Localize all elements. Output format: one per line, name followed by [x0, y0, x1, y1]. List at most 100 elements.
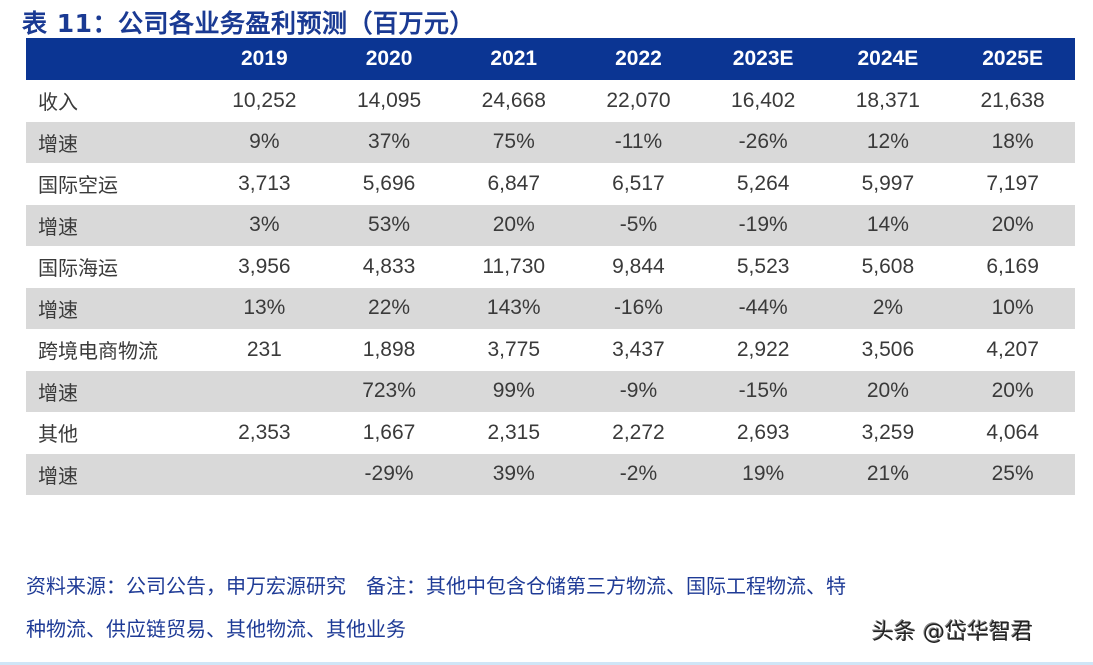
table-cell: 1,898	[362, 337, 416, 361]
table-cell: 4,064	[986, 420, 1039, 444]
table-cell: 5,997	[861, 171, 915, 195]
table-cell: -44%	[700, 287, 826, 329]
row-label: 收入	[38, 90, 78, 115]
header-year: 2023E	[700, 38, 826, 80]
table-cell: 25%	[950, 453, 1075, 495]
table-row: 其他 2,353 1,667 2,315 2,272 2,693 3,259 4,064	[26, 412, 1075, 454]
table-cell: -19%	[700, 204, 826, 246]
table-cell: 21,638	[980, 88, 1045, 112]
table-cell: 231	[246, 337, 282, 361]
table-cell: -5%	[576, 204, 701, 246]
table-cell: 2,353	[238, 420, 291, 444]
header-year: 2021	[451, 38, 577, 80]
table-cell: 99%	[451, 370, 577, 412]
table-title: 表 11：公司各业务盈利预测（百万元）	[22, 9, 475, 38]
table-cell: 3,956	[238, 254, 291, 278]
table-cell: 5,523	[736, 254, 790, 278]
table-row: 增速 9% 37% 75% -11% -26% 12% 18%	[26, 121, 1075, 163]
table-row: 增速 723% 99% -9% -15% 20% 20%	[26, 370, 1075, 412]
table-cell: 22%	[326, 287, 452, 329]
table-cell: 39%	[451, 453, 577, 495]
header-row: 2019 2020 2021 2022 2023E 2024E 2025E	[26, 38, 1075, 80]
row-label: 增速	[26, 453, 202, 495]
table-row: 增速 -29% 39% -2% 19% 21% 25%	[26, 453, 1075, 495]
table-cell: 4,833	[362, 254, 416, 278]
row-label: 国际空运	[38, 173, 118, 198]
table-cell: -15%	[700, 370, 826, 412]
row-label: 国际海运	[38, 256, 118, 281]
table-cell: 2,693	[736, 420, 790, 444]
table-row: 收入 10,252 14,095 24,668 22,070 16,402 18,371 21…	[26, 80, 1075, 122]
table-cell: 4,207	[986, 337, 1039, 361]
header-blank	[26, 38, 202, 80]
table-row: 国际空运 3,713 5,696 6,847 6,517 5,264 5,997 7,197	[26, 163, 1075, 205]
row-label: 跨境电商物流	[38, 339, 158, 364]
table-cell: 20%	[451, 204, 577, 246]
table-cell	[202, 370, 327, 412]
header-year: 2025E	[950, 38, 1075, 80]
row-label: 增速	[26, 204, 202, 246]
table-cell: -11%	[576, 121, 701, 163]
bottom-divider	[0, 662, 1093, 665]
profit-forecast-table: 2019 2020 2021 2022 2023E 2024E 2025E 收入 10,252…	[26, 38, 1075, 495]
header-year: 2024E	[825, 38, 951, 80]
table-cell: 10%	[950, 287, 1075, 329]
table-cell: 37%	[326, 121, 452, 163]
table-cell: 723%	[326, 370, 452, 412]
table-cell: 20%	[825, 370, 951, 412]
table-cell: -29%	[326, 453, 452, 495]
table-cell: 3,259	[861, 420, 915, 444]
table-cell: 3%	[202, 204, 327, 246]
table-cell: 18,371	[855, 88, 920, 112]
table-cell: -16%	[576, 287, 701, 329]
table-cell: 2%	[825, 287, 951, 329]
row-label: 其他	[38, 422, 78, 447]
source-note-line1: 资料来源：公司公告，申万宏源研究 备注：其他中包含仓储第三方物流、国际工程物流、…	[26, 574, 846, 598]
table-cell: 3,775	[487, 337, 541, 361]
header-year: 2019	[202, 38, 327, 80]
table-cell: 7,197	[986, 171, 1039, 195]
table-cell: -26%	[700, 121, 826, 163]
table-cell: 2,315	[487, 420, 541, 444]
table-cell: 6,517	[612, 171, 665, 195]
table-cell: 6,169	[986, 254, 1039, 278]
header-year: 2020	[326, 38, 452, 80]
row-label: 增速	[26, 287, 202, 329]
table-cell: 2,272	[612, 420, 665, 444]
table-cell: 9%	[202, 121, 327, 163]
table-cell: 53%	[326, 204, 452, 246]
table-cell: 5,608	[861, 254, 915, 278]
table-cell: -9%	[576, 370, 701, 412]
table-cell: 11,730	[482, 254, 546, 278]
table-row: 增速 3% 53% 20% -5% -19% 14% 20%	[26, 204, 1075, 246]
table-cell: 19%	[700, 453, 826, 495]
table-cell: 20%	[950, 370, 1075, 412]
table-cell: -2%	[576, 453, 701, 495]
table-cell: 24,668	[481, 88, 546, 112]
table-cell: 9,844	[612, 254, 665, 278]
table-cell: 22,070	[606, 88, 671, 112]
table-cell: 1,667	[362, 420, 416, 444]
table-row: 国际海运 3,956 4,833 11,730 9,844 5,523 5,608 6,169	[26, 246, 1075, 288]
table-cell: 14,095	[356, 88, 422, 112]
table-cell: 2,922	[736, 337, 790, 361]
table-cell: 6,847	[487, 171, 541, 195]
table-cell: 143%	[451, 287, 577, 329]
header-year: 2022	[576, 38, 701, 80]
table-cell: 3,437	[612, 337, 665, 361]
table-cell: 5,264	[736, 171, 790, 195]
row-label: 增速	[26, 370, 202, 412]
table-cell: 3,713	[238, 171, 291, 195]
source-note-line2: 种物流、供应链贸易、其他物流、其他业务	[26, 617, 406, 641]
table-cell: 10,252	[232, 88, 297, 112]
watermark: 头条 @岱华智君	[872, 620, 1033, 645]
table-cell: 18%	[950, 121, 1075, 163]
table-row: 增速 13% 22% 143% -16% -44% 2% 10%	[26, 287, 1075, 329]
table-cell: 16,402	[731, 88, 796, 112]
table-cell: 21%	[825, 453, 951, 495]
table-cell: 3,506	[861, 337, 915, 361]
table-cell: 14%	[825, 204, 951, 246]
table-cell: 75%	[451, 121, 577, 163]
table-cell: 5,696	[362, 171, 416, 195]
table-cell	[202, 453, 327, 495]
